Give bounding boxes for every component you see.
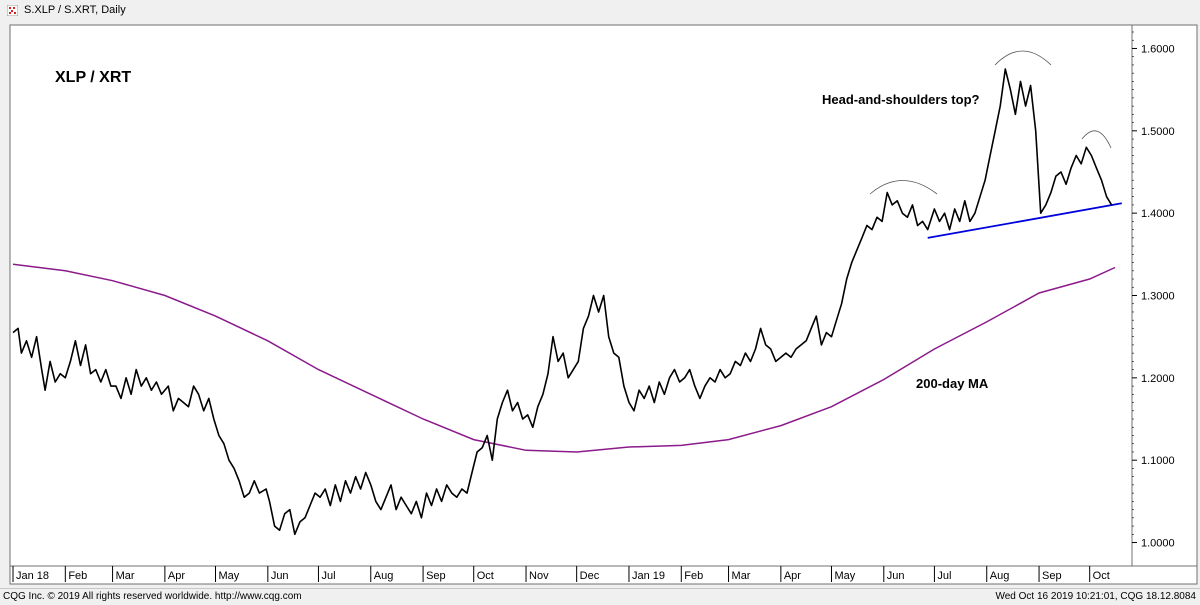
x-axis-panel [9, 565, 1198, 585]
price-ratio-line [12, 68, 1113, 536]
series-label-annotation: XLP / XRT [55, 69, 131, 86]
head-arc [994, 50, 1052, 66]
x-tick-label: Jan 18 [16, 570, 49, 582]
x-tick-label: Feb [68, 570, 87, 582]
neckline-trendline [927, 202, 1122, 239]
y-tick-label: 1.6000 [1141, 43, 1175, 55]
x-tick-label: May [834, 570, 855, 582]
window-title: S.XLP / S.XRT, Daily [24, 4, 126, 16]
cqg-chart-icon [7, 5, 18, 16]
y-tick-label: 1.5000 [1141, 126, 1175, 138]
x-tick-label: Jun [887, 570, 905, 582]
plot-area [9, 24, 1133, 567]
head-and-shoulders-arcs [869, 50, 1112, 195]
footer-timestamp: Wed Oct 16 2019 10:21:01, CQG 18.12.8084 [995, 591, 1196, 602]
x-tick-label: Aug [990, 570, 1010, 582]
ma-200-line [12, 263, 1116, 453]
y-tick-label: 1.0000 [1141, 538, 1175, 550]
x-tick-label: Jul [321, 570, 335, 582]
chart-frame: 1.6000 1.5000 1.4000 1.3000 1.2000 1.1000 1.00… [0, 22, 1200, 588]
x-tick-label: Sep [1042, 570, 1062, 582]
x-tick-label: Jun [271, 570, 289, 582]
chart: 1.6000 1.5000 1.4000 1.3000 1.2000 1.1000 1.00… [9, 24, 1198, 585]
x-tick-label: Mar [732, 570, 751, 582]
right-shoulder-arc [1081, 130, 1112, 149]
x-tick-label: Sep [426, 570, 446, 582]
pattern-annotation: Head-and-shoulders top? [822, 92, 980, 107]
y-tick-label: 1.2000 [1141, 373, 1175, 385]
x-tick-label: Mar [116, 570, 135, 582]
x-tick-label: Apr [168, 570, 185, 582]
x-tick-label: Nov [529, 570, 549, 582]
y-tick-label: 1.4000 [1141, 208, 1175, 220]
x-tick-label: Apr [784, 570, 801, 582]
x-tick-label: Feb [684, 570, 703, 582]
ma-annotation: 200-day MA [916, 376, 989, 391]
x-tick-label: Jul [937, 570, 951, 582]
left-shoulder-arc [869, 180, 938, 195]
y-tick-label: 1.3000 [1141, 291, 1175, 303]
window-titlebar: S.XLP / S.XRT, Daily [0, 0, 1200, 23]
x-tick-label: Aug [374, 570, 394, 582]
x-tick-label: Dec [580, 570, 600, 582]
x-tick-label: Jan 19 [632, 570, 665, 582]
y-tick-label: 1.1000 [1141, 455, 1175, 467]
x-tick-label: Oct [1093, 570, 1110, 582]
y-axis-panel [1131, 24, 1198, 567]
x-tick-label: Oct [477, 570, 494, 582]
footer-copyright: CQG Inc. © 2019 All rights reserved worl… [3, 591, 302, 602]
status-footer: CQG Inc. © 2019 All rights reserved worl… [0, 588, 1200, 605]
x-tick-label: May [219, 570, 240, 582]
